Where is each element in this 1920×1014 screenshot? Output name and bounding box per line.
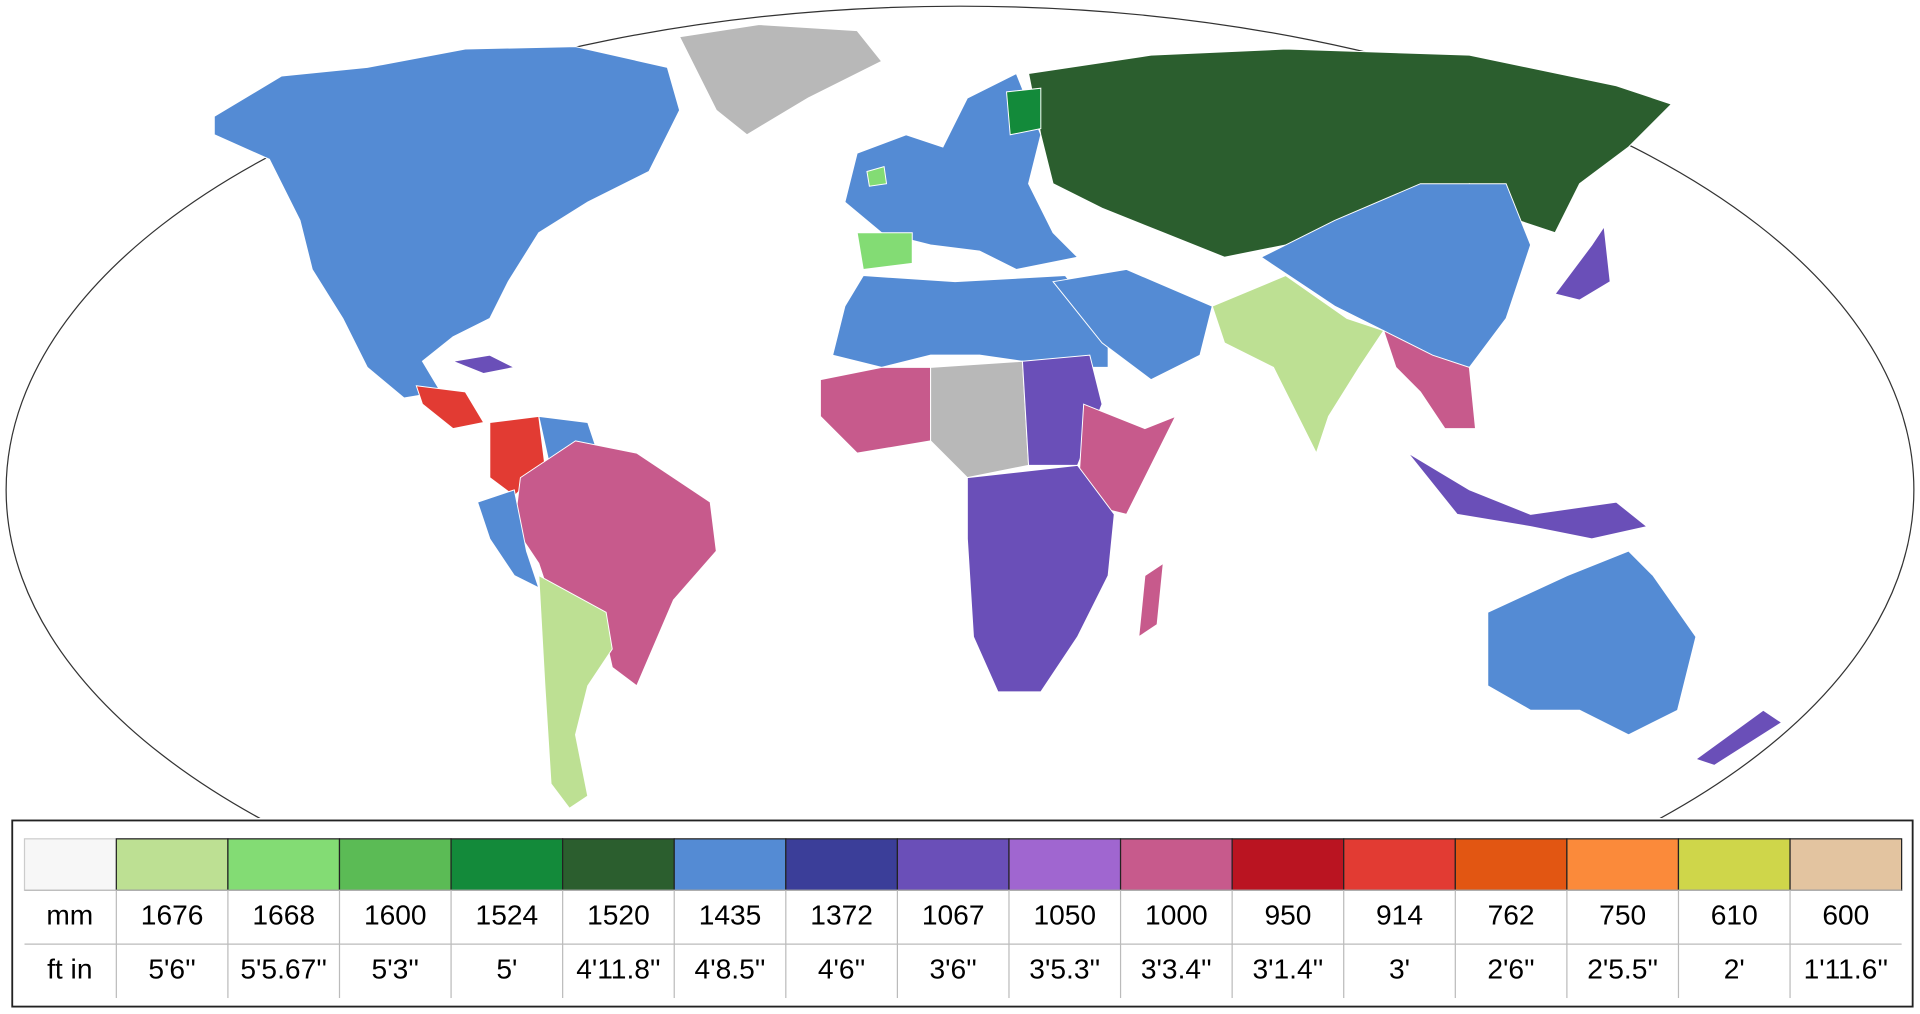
cuba xyxy=(451,354,516,375)
gauge-ft-in: 2' xyxy=(1724,954,1745,985)
greenland xyxy=(678,24,883,136)
gauge-mm: 750 xyxy=(1599,900,1646,931)
gauge-mm: 1067 xyxy=(922,900,985,931)
gauge-ft-in: 2'5.5'' xyxy=(1587,954,1658,985)
southeast-asia xyxy=(1382,329,1477,430)
new-zealand xyxy=(1694,709,1783,766)
gauge-ft-in: 1'11.6'' xyxy=(1804,954,1889,985)
gauge-ft-in: 4'8.5'' xyxy=(695,954,766,985)
central-america xyxy=(415,385,485,430)
gauge-mm: 950 xyxy=(1264,900,1311,931)
legend-table: mm ft in 1676 5'6'' 1668 5'5.67'' 1600 5'3'' 1… xyxy=(23,838,1903,999)
gauge-mm: 762 xyxy=(1488,900,1535,931)
color-swatch xyxy=(896,838,1010,891)
peru xyxy=(476,489,540,589)
color-swatch xyxy=(1677,838,1791,891)
color-swatch xyxy=(338,838,452,891)
gauge-mm: 1000 xyxy=(1145,900,1208,931)
middle-east xyxy=(1052,268,1213,381)
gauge-mm: 1435 xyxy=(699,900,762,931)
gauge-ft-in: 4'11.8'' xyxy=(576,954,660,985)
indonesia xyxy=(1407,452,1649,540)
row-label: ft in xyxy=(47,954,92,985)
gauge-ft-in: 3'1.4'' xyxy=(1252,954,1323,985)
india xyxy=(1211,275,1385,455)
japan xyxy=(1554,225,1611,301)
gauge-mm: 914 xyxy=(1376,900,1423,931)
china xyxy=(1260,183,1532,368)
row-label: mm xyxy=(46,900,93,931)
gauge-ft-in: 3'5.3'' xyxy=(1029,954,1100,985)
gauge-ft-in: 2'6'' xyxy=(1487,954,1534,985)
gauge-ft-in: 5'5.67'' xyxy=(240,954,327,985)
gauge-mm: 1524 xyxy=(476,900,539,931)
color-swatch xyxy=(1008,838,1122,891)
finland xyxy=(1006,87,1042,136)
color-swatch xyxy=(673,838,787,891)
gauge-ft-in: 3' xyxy=(1389,954,1410,985)
southern-africa xyxy=(966,464,1115,693)
legend-corner xyxy=(23,838,117,891)
color-swatch xyxy=(1231,838,1345,891)
gauge-ft-in: 3'6'' xyxy=(929,954,976,985)
central-africa xyxy=(930,360,1030,479)
color-swatch xyxy=(785,838,899,891)
color-swatch xyxy=(562,838,675,891)
brazil xyxy=(513,440,717,687)
australia xyxy=(1487,550,1697,736)
world-map xyxy=(5,5,1915,819)
gauge-ft-in: 3'3.4'' xyxy=(1141,954,1212,985)
gauge-mm: 1050 xyxy=(1033,900,1096,931)
color-swatch xyxy=(227,838,341,891)
gauge-ft-in: 4'6'' xyxy=(818,954,865,985)
north-america xyxy=(213,46,681,399)
color-swatch xyxy=(1566,838,1680,891)
gauge-mm: 1372 xyxy=(810,900,873,931)
gauge-mm: 1600 xyxy=(364,900,427,931)
gauge-mm: 1676 xyxy=(141,900,204,931)
color-swatch xyxy=(450,838,564,891)
ireland xyxy=(866,165,888,187)
color-swatch xyxy=(1789,838,1903,891)
gauge-mm: 610 xyxy=(1711,900,1758,931)
color-swatch xyxy=(1119,838,1233,891)
iberia xyxy=(856,232,913,270)
gauge-ft-in: 5'3'' xyxy=(372,954,419,985)
color-swatch xyxy=(1454,838,1568,891)
color-swatch xyxy=(1343,838,1456,891)
madagascar xyxy=(1138,562,1164,638)
color-swatch xyxy=(115,838,229,891)
gauge-mm: 1668 xyxy=(252,900,315,931)
gauge-mm: 600 xyxy=(1822,900,1869,931)
gauge-ft-in: 5'6'' xyxy=(148,954,195,985)
argentina-chile xyxy=(538,574,613,809)
gauge-ft-in: 5' xyxy=(496,954,517,985)
gauge-mm: 1520 xyxy=(587,900,650,931)
